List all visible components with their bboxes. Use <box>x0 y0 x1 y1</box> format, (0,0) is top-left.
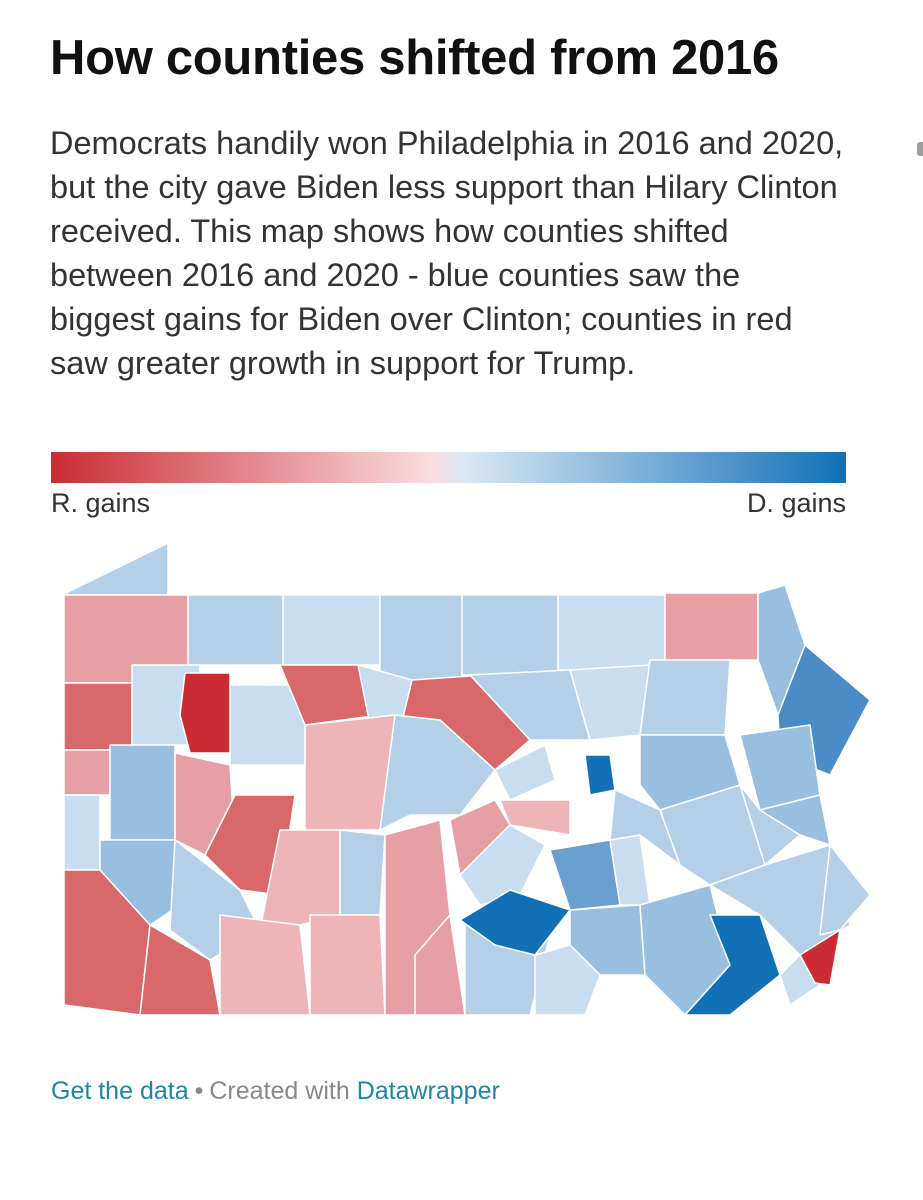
county-dauphin[interactable] <box>549 839 621 911</box>
county-delaware[interactable] <box>779 954 821 1006</box>
county-cumberland[interactable] <box>459 889 571 956</box>
pennsylvania-county-map <box>63 542 871 1016</box>
county-mckean[interactable] <box>282 594 381 666</box>
county-lawrence[interactable] <box>63 749 111 796</box>
color-legend-bar <box>51 452 846 483</box>
county-somerset[interactable] <box>219 914 311 1016</box>
county-adams[interactable] <box>534 944 601 1016</box>
get-the-data-link[interactable]: Get the data <box>51 1077 189 1105</box>
county-lackawanna[interactable] <box>639 659 731 736</box>
county-york[interactable] <box>569 904 646 976</box>
county-erie[interactable] <box>63 542 169 596</box>
county-bradford[interactable] <box>557 594 666 671</box>
county-potter[interactable] <box>379 594 463 681</box>
county-beaver[interactable] <box>63 794 101 871</box>
county-susquehanna[interactable] <box>664 592 759 661</box>
scroll-indicator[interactable] <box>917 142 923 156</box>
county-tioga[interactable] <box>461 594 559 676</box>
county-mercer[interactable] <box>63 682 133 751</box>
county-montour[interactable] <box>584 754 616 796</box>
legend-label-d-gains: D. gains <box>746 488 846 518</box>
page-title: How counties shifted from 2016 <box>50 31 779 85</box>
datawrapper-link[interactable]: Datawrapper <box>356 1077 500 1105</box>
county-cambria[interactable] <box>339 829 386 916</box>
county-schuylkill[interactable] <box>609 789 681 866</box>
legend-label-r-gains: R. gains <box>51 488 151 518</box>
county-snyder[interactable] <box>499 799 571 836</box>
county-bedford[interactable] <box>309 914 386 1016</box>
county-warren[interactable] <box>187 594 284 666</box>
county-butler[interactable] <box>109 744 176 841</box>
footer: Get the data • Created with Datawrapper <box>51 1077 500 1106</box>
footer-separator: • <box>194 1077 204 1105</box>
county-union[interactable] <box>494 744 556 801</box>
chart-description: Democrats handily won Philadelphia in 20… <box>50 125 844 381</box>
county-juniata[interactable] <box>459 824 546 906</box>
created-with-text: Created with <box>209 1077 350 1105</box>
county-philadelphia[interactable] <box>799 929 841 986</box>
county-forest[interactable] <box>179 672 231 754</box>
